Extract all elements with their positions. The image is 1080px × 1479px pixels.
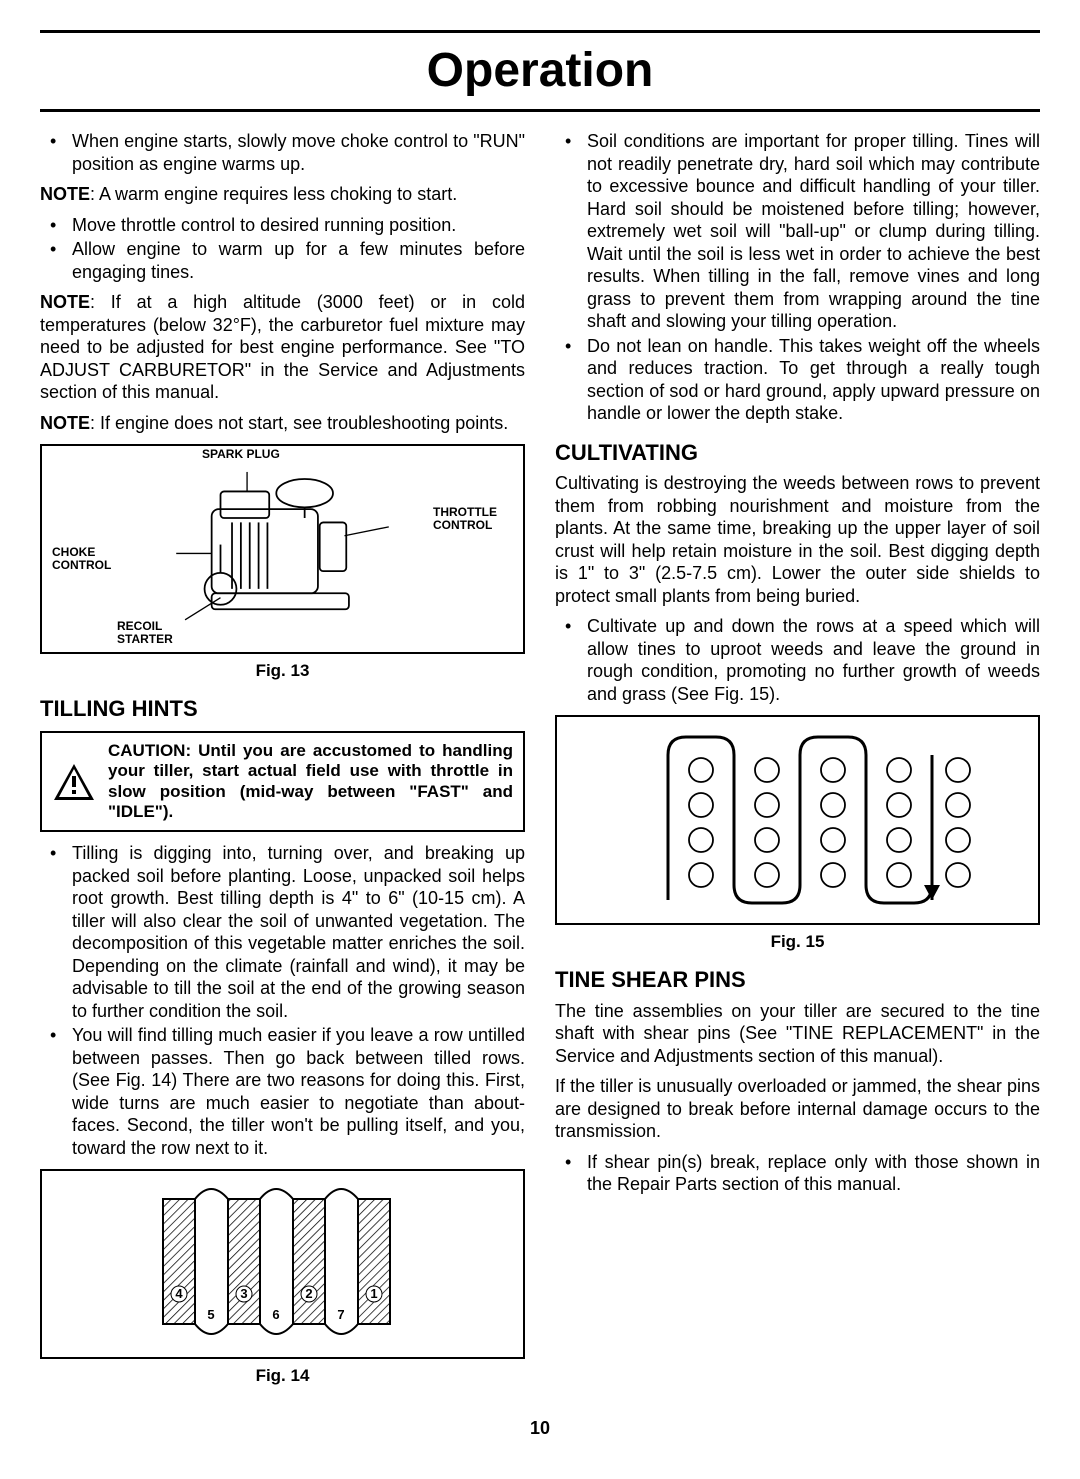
figure-15 (555, 715, 1040, 925)
fig14-label-3: 3 (240, 1286, 247, 1301)
cultivating-heading: CULTIVATING (555, 439, 1040, 467)
tilling-bullets: Tilling is digging into, turning over, a… (40, 842, 525, 1159)
list-item: Soil conditions are important for proper… (587, 130, 1040, 333)
note-text: : If engine does not start, see troubles… (90, 413, 508, 433)
warning-icon (52, 762, 96, 802)
fig14-label-4: 4 (175, 1286, 183, 1301)
caution-box: CAUTION: Until you are accustomed to han… (40, 731, 525, 833)
tine-para-2: If the tiller is unusually overloaded or… (555, 1075, 1040, 1143)
page-number: 10 (40, 1417, 1040, 1440)
note-text: : If at a high altitude (3000 feet) or i… (40, 292, 525, 402)
list-item: Cultivate up and down the rows at a spee… (587, 615, 1040, 705)
figure-15-caption: Fig. 15 (555, 931, 1040, 952)
cultivating-pattern-diagram (608, 725, 988, 915)
label-recoil: RECOIL STARTER (117, 620, 197, 646)
fig14-label-7: 7 (337, 1307, 344, 1322)
list-item: Allow engine to warm up for a few minute… (72, 238, 525, 283)
list-item: If shear pin(s) break, replace only with… (587, 1151, 1040, 1196)
bullet-list-a: When engine starts, slowly move choke co… (40, 130, 525, 175)
label-throttle: THROTTLE CONTROL (433, 506, 513, 532)
fig14-label-2: 2 (305, 1286, 312, 1301)
fig14-label-1: 1 (370, 1286, 377, 1301)
cultivating-para: Cultivating is destroying the weeds betw… (555, 472, 1040, 607)
label-choke: CHOKE CONTROL (52, 546, 132, 572)
right-column: Soil conditions are important for proper… (555, 130, 1040, 1397)
label-spark-plug: SPARK PLUG (202, 448, 280, 461)
caution-text: CAUTION: Until you are accustomed to han… (108, 741, 513, 823)
bullet-list-top: Soil conditions are important for proper… (555, 130, 1040, 425)
content-columns: When engine starts, slowly move choke co… (40, 130, 1040, 1397)
note-label: NOTE (40, 413, 90, 433)
list-item: You will find tilling much easier if you… (72, 1024, 525, 1159)
tine-para-1: The tine assemblies on your tiller are s… (555, 1000, 1040, 1068)
figure-13-caption: Fig. 13 (40, 660, 525, 681)
tine-shear-heading: TINE SHEAR PINS (555, 966, 1040, 994)
cultivating-bullets: Cultivate up and down the rows at a spee… (555, 615, 1040, 705)
list-item: Move throttle control to desired running… (72, 214, 525, 237)
fig14-label-5: 5 (207, 1307, 214, 1322)
list-item: Tilling is digging into, turning over, a… (72, 842, 525, 1022)
figure-13: SPARK PLUG THROTTLE CONTROL CHOKE CONTRO… (40, 444, 525, 654)
tilling-pattern-diagram: 4 3 2 1 5 6 7 (123, 1179, 443, 1349)
note-2: NOTE: If at a high altitude (3000 feet) … (40, 291, 525, 404)
figure-14-caption: Fig. 14 (40, 1365, 525, 1386)
left-column: When engine starts, slowly move choke co… (40, 130, 525, 1397)
note-label: NOTE (40, 292, 90, 312)
note-text: : A warm engine requires less choking to… (90, 184, 457, 204)
page-title: Operation (40, 30, 1040, 112)
fig14-label-6: 6 (272, 1307, 279, 1322)
bullet-list-b: Move throttle control to desired running… (40, 214, 525, 284)
note-1: NOTE: A warm engine requires less chokin… (40, 183, 525, 206)
list-item: Do not lean on handle. This takes weight… (587, 335, 1040, 425)
tine-bullets: If shear pin(s) break, replace only with… (555, 1151, 1040, 1196)
note-3: NOTE: If engine does not start, see trou… (40, 412, 525, 435)
tilling-hints-heading: TILLING HINTS (40, 695, 525, 723)
figure-14: 4 3 2 1 5 6 7 (40, 1169, 525, 1359)
note-label: NOTE (40, 184, 90, 204)
list-item: When engine starts, slowly move choke co… (72, 130, 525, 175)
